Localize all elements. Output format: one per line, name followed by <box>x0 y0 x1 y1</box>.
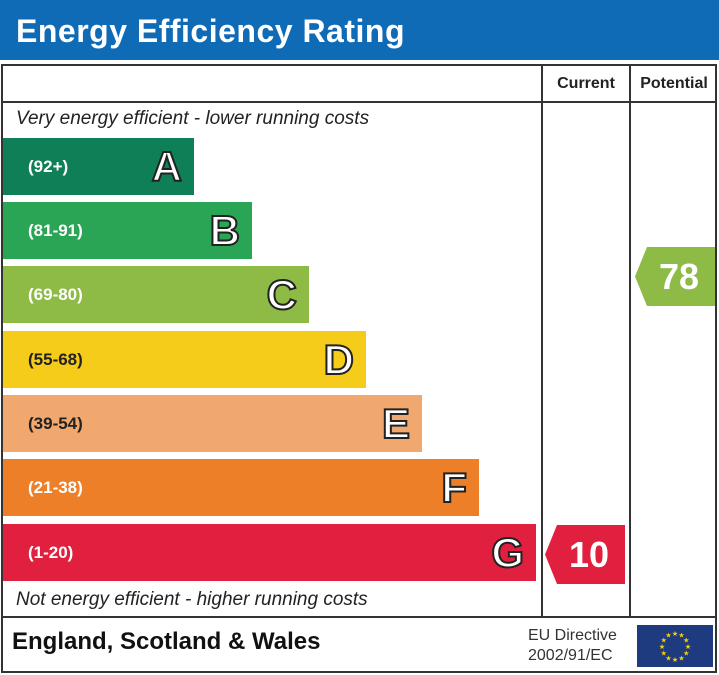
current-rating-value: 10 <box>568 534 610 575</box>
divider <box>541 64 543 617</box>
band-range: (92+) <box>28 157 69 176</box>
potential-rating-value: 78 <box>658 256 700 297</box>
band-d: (55-68) D <box>3 331 366 388</box>
band-letter: F <box>440 463 468 512</box>
page-title: Energy Efficiency Rating <box>0 0 719 60</box>
band-range: (39-54) <box>28 414 83 433</box>
band-letter: C <box>266 270 298 319</box>
bottom-note: Not energy efficient - higher running co… <box>16 589 368 610</box>
band-range: (81-91) <box>28 221 83 240</box>
star-icon: ★ <box>685 643 691 651</box>
potential-rating-arrow: 78 <box>635 247 715 306</box>
divider <box>629 64 631 617</box>
band-letter: A <box>151 142 183 191</box>
divider <box>1 101 717 103</box>
band-a: (92+) A <box>3 138 194 195</box>
column-header-current: Current <box>557 75 615 92</box>
star-icon: ★ <box>678 654 684 662</box>
star-icon: ★ <box>659 643 665 651</box>
directive-line2: 2002/91/EC <box>528 647 613 664</box>
rating-frame <box>1 64 717 673</box>
band-range: (21-38) <box>28 478 83 497</box>
star-icon: ★ <box>665 632 671 640</box>
band-letter: E <box>381 399 411 448</box>
band-letter: B <box>209 206 241 255</box>
star-icon: ★ <box>661 637 667 645</box>
band-range: (69-80) <box>28 285 83 304</box>
eu-flag-icon: ★ ★ ★ ★ ★ ★ ★ ★ ★ ★ ★ ★ <box>637 625 713 667</box>
star-icon: ★ <box>672 630 678 638</box>
region-label: England, Scotland & Wales <box>12 628 321 655</box>
top-note: Very energy efficient - lower running co… <box>16 108 370 129</box>
band-letter: G <box>490 528 525 577</box>
divider <box>1 616 717 618</box>
band-e: (39-54) E <box>3 395 422 452</box>
star-icon: ★ <box>683 650 689 658</box>
band-g: (1-20) G <box>3 524 536 581</box>
eu-directive: EU Directive 2002/91/EC <box>528 626 617 666</box>
current-rating-arrow: 10 <box>545 525 625 584</box>
directive-line1: EU Directive <box>528 627 617 644</box>
band-range: (55-68) <box>28 350 83 369</box>
star-icon: ★ <box>665 654 671 662</box>
star-icon: ★ <box>678 632 684 640</box>
star-icon: ★ <box>672 656 678 664</box>
band-letter: D <box>323 335 355 384</box>
star-icon: ★ <box>683 637 689 645</box>
star-icon: ★ <box>661 650 667 658</box>
band-f: (21-38) F <box>3 459 479 516</box>
band-c: (69-80) C <box>3 266 309 323</box>
band-range: (1-20) <box>28 543 74 562</box>
column-header-potential: Potential <box>640 75 708 92</box>
band-b: (81-91) B <box>3 202 252 259</box>
